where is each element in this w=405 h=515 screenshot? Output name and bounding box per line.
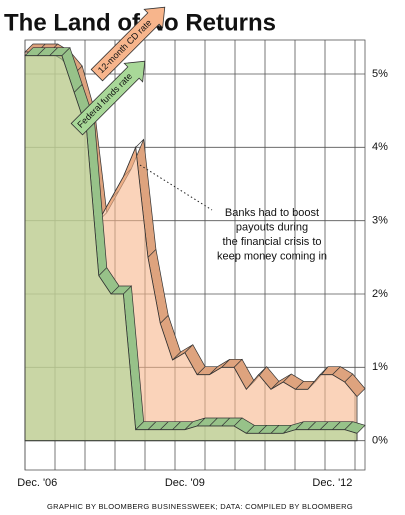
annotation-line: the financial crisis to xyxy=(222,236,321,248)
annotation-line: keep money coming in xyxy=(217,250,327,262)
area-top xyxy=(24,47,366,434)
x-tick-label: Dec. '09 xyxy=(165,477,205,489)
y-tick-label: 1% xyxy=(372,361,388,373)
annotation: Banks had to boost payouts during the fina… xyxy=(217,207,327,263)
annotation-line: Banks had to boost xyxy=(225,207,319,219)
area xyxy=(24,55,358,442)
y-tick-label: 2% xyxy=(372,288,388,300)
source: GRAPHIC BY BLOOMBERG BUSINESSWEEK; DATA:… xyxy=(47,502,353,511)
legend-arrow xyxy=(90,6,166,82)
annotation-line: payouts during xyxy=(236,221,308,233)
y-tick-label: 5% xyxy=(372,68,388,80)
x-tick-label: Dec. '12 xyxy=(312,477,352,489)
y-tick-label: 0% xyxy=(372,435,388,447)
y-tick-label: 3% xyxy=(372,215,388,227)
legend-arrow xyxy=(70,60,146,136)
y-tick-label: 4% xyxy=(372,141,388,153)
plot xyxy=(24,43,366,442)
x-tick-label: Dec. '06 xyxy=(17,477,57,489)
